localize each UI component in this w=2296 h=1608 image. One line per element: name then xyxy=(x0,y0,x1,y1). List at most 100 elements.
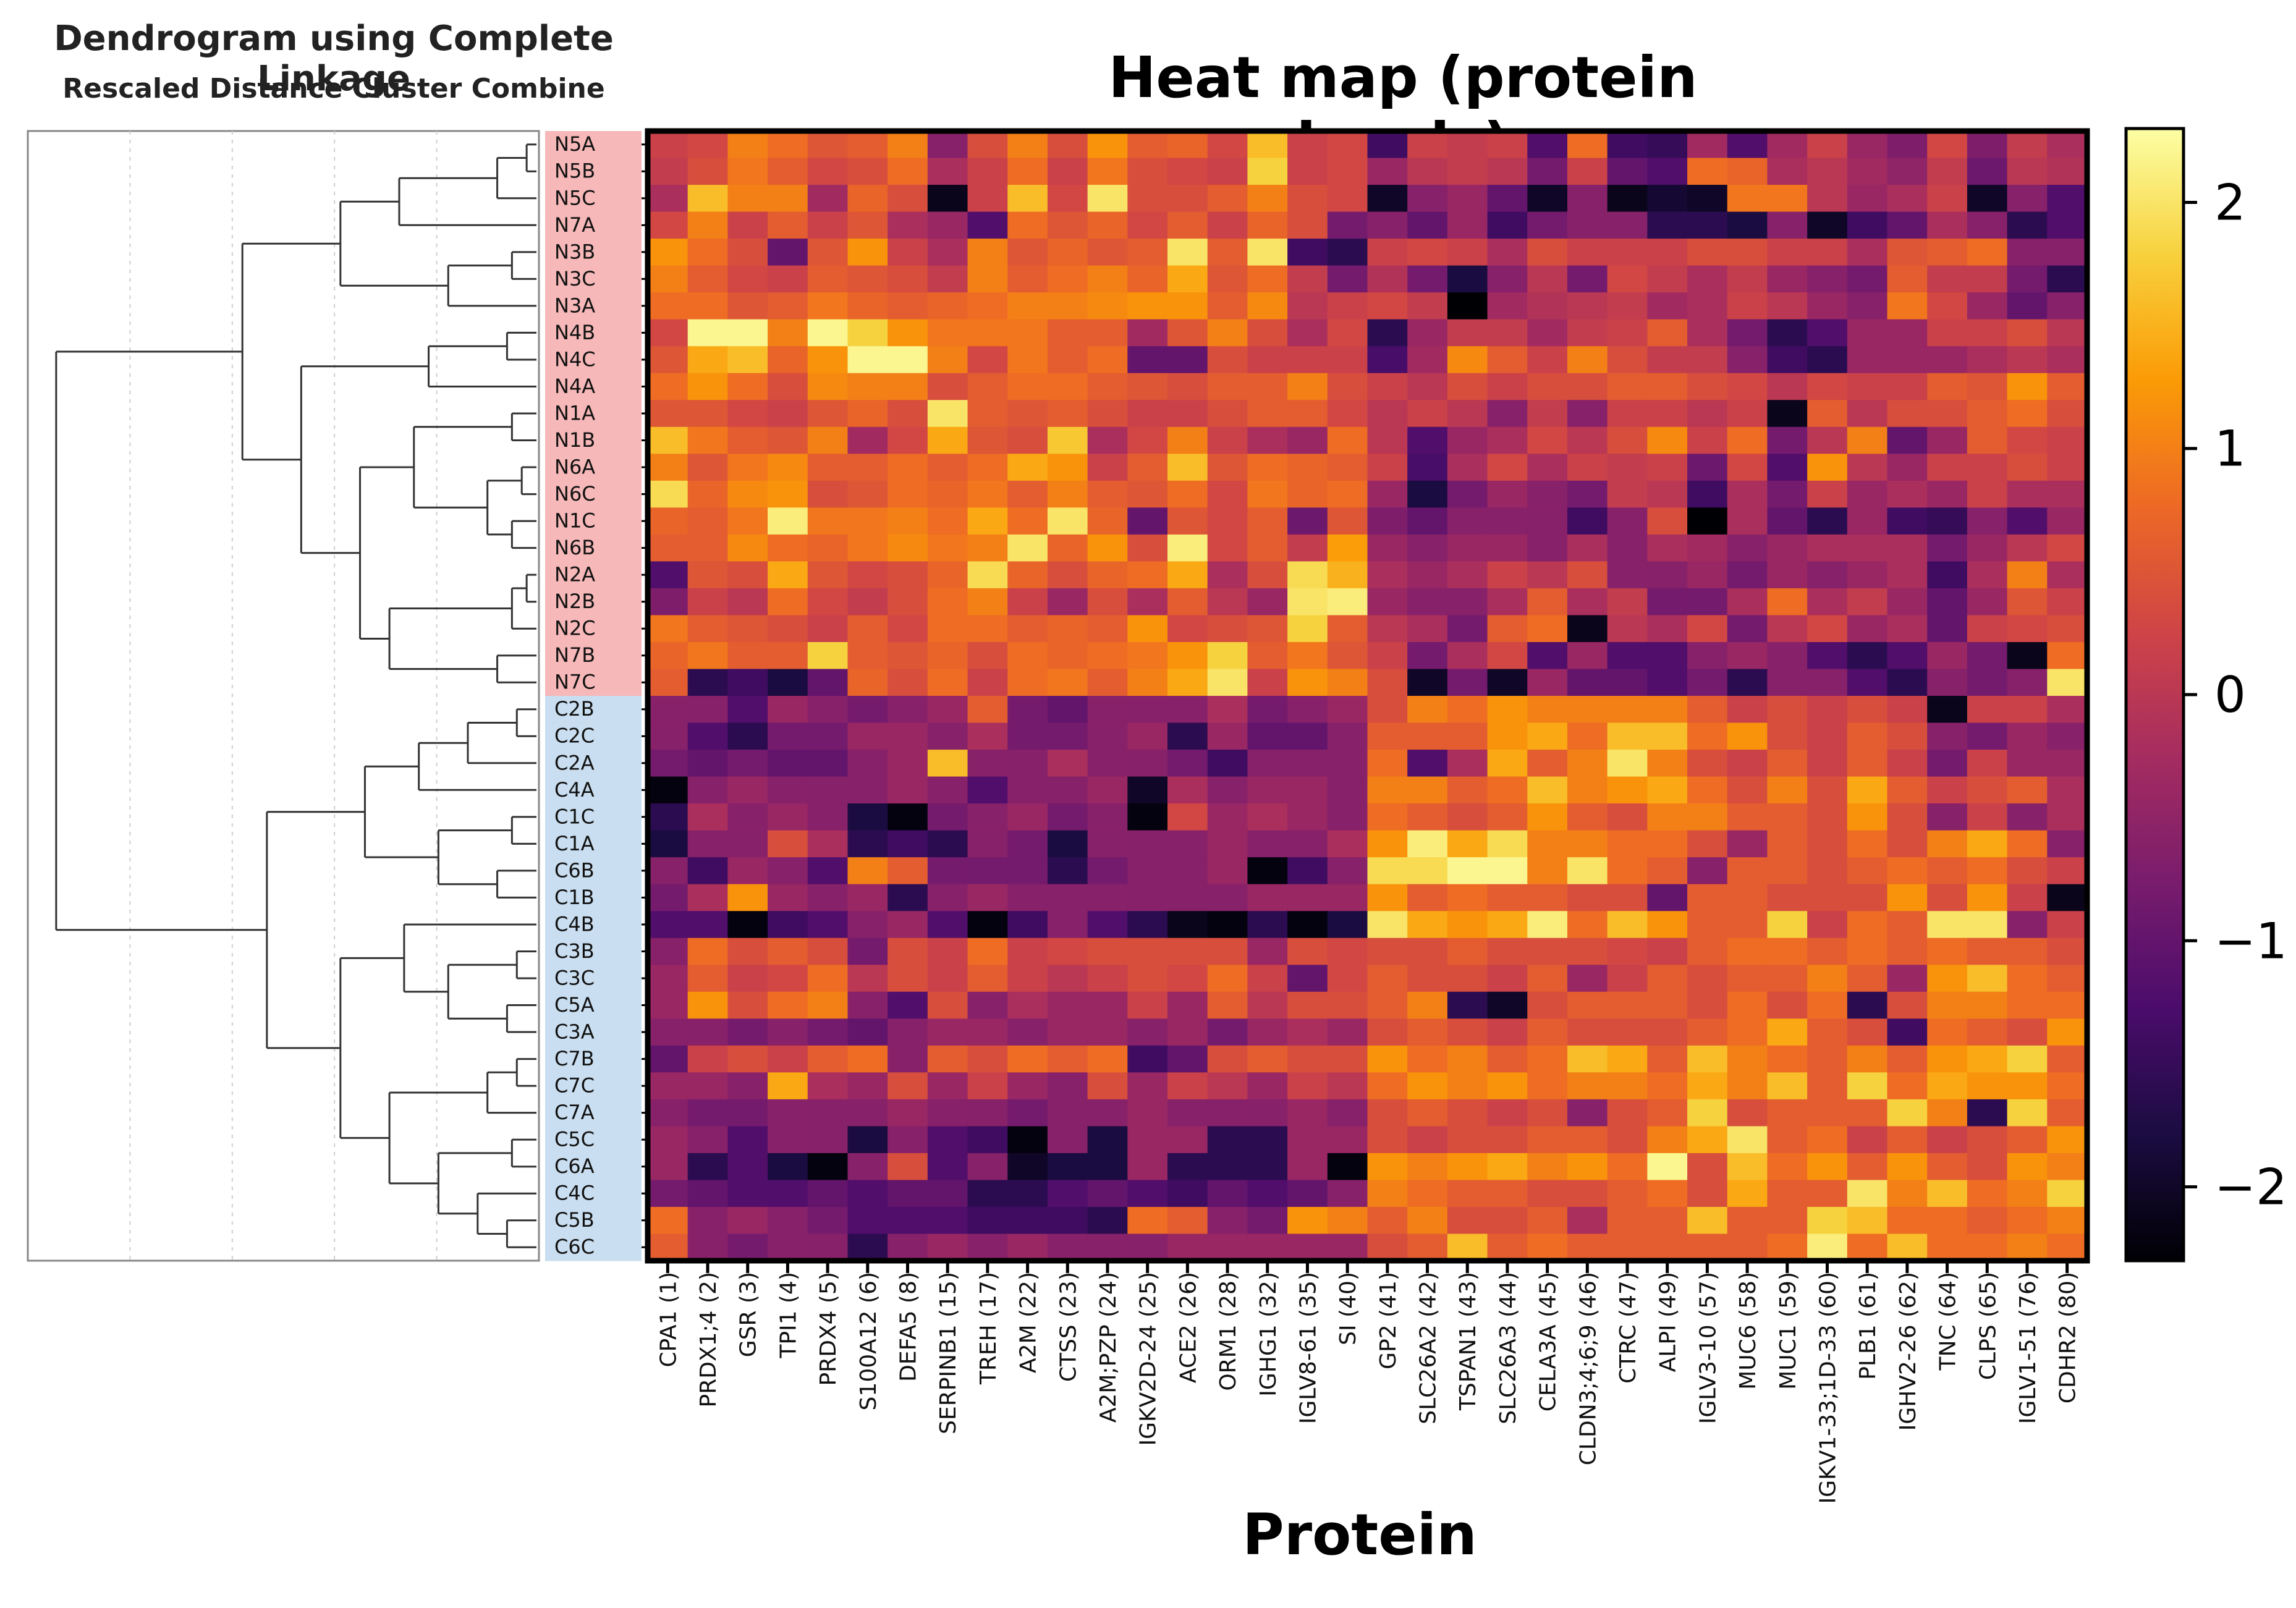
heatmap-cell xyxy=(1247,588,1288,616)
heatmap-cell xyxy=(1207,292,1248,320)
heatmap-cell xyxy=(1567,131,1608,159)
row-label: C2B xyxy=(554,697,595,721)
heatmap-cell xyxy=(1447,1045,1488,1073)
heatmap-cell xyxy=(807,1234,849,1261)
heatmap-cell xyxy=(1727,830,1768,858)
heatmap-cell xyxy=(1247,750,1288,777)
heatmap-cell xyxy=(687,346,728,374)
heatmap-cell xyxy=(807,1180,849,1208)
heatmap-cell xyxy=(1407,1180,1448,1208)
heatmap-cell xyxy=(1127,239,1168,266)
heatmap-cell xyxy=(927,641,968,670)
heatmap-cell xyxy=(847,937,888,965)
heatmap-cell xyxy=(1487,1234,1528,1261)
heatmap-cell xyxy=(1127,696,1168,724)
heatmap-cell xyxy=(1847,722,1888,750)
heatmap-cell xyxy=(1287,239,1328,266)
heatmap-cell xyxy=(927,696,968,724)
heatmap-cell xyxy=(1407,480,1448,508)
heatmap-cell xyxy=(768,750,808,777)
heatmap-cell xyxy=(1167,803,1208,831)
column-label: SERPINB1 (15) xyxy=(936,1272,961,1434)
heatmap-cell xyxy=(1887,211,1928,239)
heatmap-cell xyxy=(807,1045,849,1073)
heatmap-cell xyxy=(1767,884,1808,912)
heatmap-cell xyxy=(1927,454,1968,481)
heatmap-cell xyxy=(1527,830,1568,858)
heatmap-cell xyxy=(1247,265,1288,293)
heatmap-cell xyxy=(1887,292,1928,320)
heatmap-cell xyxy=(1447,400,1488,428)
heatmap-cell xyxy=(1927,937,1968,965)
row-label: N3A xyxy=(554,294,595,317)
heatmap-cell xyxy=(727,750,768,777)
row-label: C7B xyxy=(554,1047,595,1070)
heatmap-cell xyxy=(1927,1072,1968,1100)
heatmap-cell xyxy=(1087,1180,1128,1208)
heatmap-cell xyxy=(1367,1206,1408,1235)
heatmap-cell xyxy=(1767,185,1808,213)
heatmap-cell xyxy=(887,776,928,804)
heatmap-cell xyxy=(1447,750,1488,777)
heatmap-cell xyxy=(1207,991,1248,1019)
heatmap-cell xyxy=(807,480,849,508)
heatmap-cell xyxy=(1887,857,1928,885)
heatmap-cell xyxy=(1047,1018,1088,1046)
heatmap-cell xyxy=(1247,211,1288,239)
heatmap-cell xyxy=(967,1126,1008,1154)
heatmap-cell xyxy=(1647,1234,1688,1261)
heatmap-cell xyxy=(1087,158,1128,185)
row-group-band xyxy=(545,265,642,293)
heatmap-cell xyxy=(1607,641,1648,670)
heatmap-cell xyxy=(927,857,968,885)
heatmap-cell xyxy=(807,1126,849,1154)
heatmap-cell xyxy=(2007,750,2048,777)
heatmap-cell xyxy=(1847,319,1888,347)
heatmap-cell xyxy=(1527,211,1568,239)
heatmap-cell xyxy=(1367,830,1408,858)
heatmap-cell xyxy=(727,588,768,616)
heatmap-cell xyxy=(1647,776,1688,804)
heatmap-cell xyxy=(1367,239,1408,266)
heatmap-cell xyxy=(847,185,888,213)
heatmap-cell xyxy=(727,1180,768,1208)
heatmap-cell xyxy=(2047,158,2088,185)
heatmap-cell xyxy=(727,400,768,428)
heatmap-cell xyxy=(1927,265,1968,293)
heatmap-cell xyxy=(967,776,1008,804)
heatmap-cell xyxy=(1367,292,1408,320)
heatmap-cell xyxy=(967,911,1008,939)
heatmap-cell xyxy=(1887,965,1928,992)
heatmap-cell xyxy=(1887,507,1928,535)
heatmap-cell xyxy=(768,480,808,508)
heatmap-cell xyxy=(1767,534,1808,562)
heatmap-cell xyxy=(2007,722,2048,750)
column-label: IGHG1 (32) xyxy=(1256,1272,1281,1397)
heatmap-cell xyxy=(1767,965,1808,992)
row-group-band xyxy=(545,158,642,185)
heatmap-cell xyxy=(687,265,728,293)
dendrogram xyxy=(27,130,540,1262)
heatmap-cell xyxy=(1567,911,1608,939)
heatmap-cell xyxy=(1647,669,1688,696)
heatmap-cell xyxy=(1967,211,2008,239)
row-label: N2B xyxy=(554,590,595,613)
heatmap-cell xyxy=(1407,722,1448,750)
heatmap-cell xyxy=(768,454,808,481)
heatmap-cell xyxy=(1207,911,1248,939)
heatmap-cell xyxy=(2047,346,2088,374)
heatmap-cell xyxy=(927,426,968,454)
heatmap-cell xyxy=(1327,937,1368,965)
heatmap-cell xyxy=(967,937,1008,965)
heatmap-cell xyxy=(1447,965,1488,992)
heatmap-cell xyxy=(1367,884,1408,912)
heatmap-cell xyxy=(1967,857,2008,885)
heatmap-cell xyxy=(1367,750,1408,777)
column-label: IGLV8-61 (35) xyxy=(1295,1272,1321,1424)
heatmap-cell xyxy=(1287,776,1328,804)
heatmap-cell xyxy=(927,265,968,293)
heatmap-cell xyxy=(1567,991,1608,1019)
heatmap-cell xyxy=(1567,1180,1608,1208)
heatmap-cell xyxy=(967,319,1008,347)
heatmap-cell xyxy=(1047,830,1088,858)
